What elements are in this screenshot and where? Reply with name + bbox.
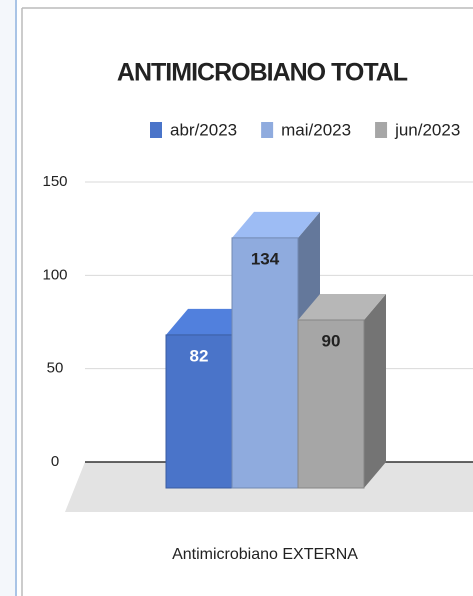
bar: [231, 237, 299, 489]
bar: [297, 319, 365, 489]
y-tick-label: 0: [51, 453, 59, 470]
legend-label: abr/2023: [170, 120, 237, 139]
y-tick-label: 100: [42, 266, 67, 283]
y-tick-label: 50: [47, 360, 64, 377]
chart-title: ANTIMICROBIANO TOTAL: [117, 59, 408, 87]
bar: [165, 334, 233, 489]
legend-swatch: [150, 122, 162, 138]
data-label: 90: [322, 331, 341, 350]
data-label: 82: [190, 346, 209, 365]
legend-swatch: [261, 122, 274, 138]
legend-label: jun/2023: [394, 120, 460, 139]
legend-swatch: [375, 122, 388, 138]
y-tick-label: 150: [42, 173, 67, 190]
data-label: 134: [251, 249, 280, 268]
bar-top: [232, 211, 320, 238]
left-panel: [0, 0, 16, 596]
x-tick-label: Antimicrobiano EXTERNA: [172, 546, 358, 563]
bar-side: [364, 294, 386, 488]
bar-top: [298, 294, 386, 320]
legend-label: mai/2023: [281, 120, 351, 139]
